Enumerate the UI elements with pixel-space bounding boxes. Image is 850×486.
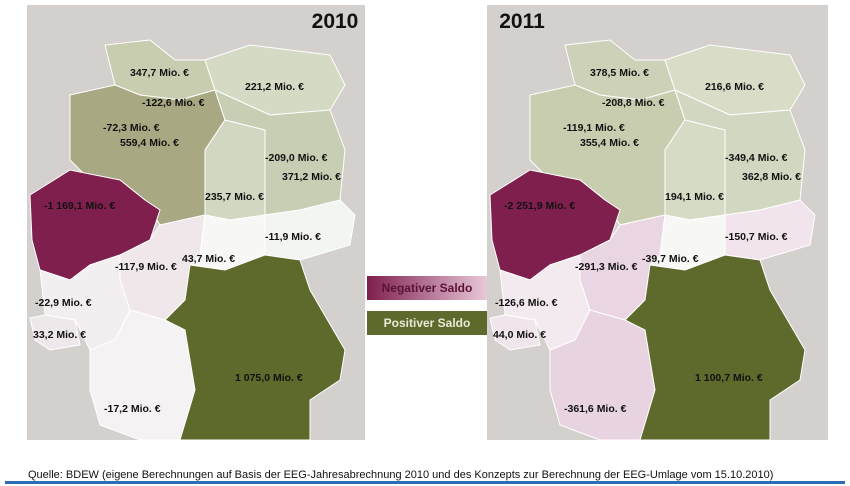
region-label: -2 251,9 Mio. € bbox=[504, 200, 575, 212]
region-label: 1 075,0 Mio. € bbox=[235, 372, 303, 384]
state-region bbox=[29, 314, 81, 351]
region-label: -349,4 Mio. € bbox=[725, 152, 788, 164]
region-label: 194,1 Mio. € bbox=[665, 191, 724, 203]
region-label: -361,6 Mio. € bbox=[564, 403, 627, 415]
region-label: 33,2 Mio. € bbox=[33, 329, 86, 341]
region-label: -72,3 Mio. € bbox=[103, 122, 160, 134]
region-label: 362,8 Mio. € bbox=[742, 171, 801, 183]
region-label: 216,6 Mio. € bbox=[705, 81, 764, 93]
region-label: -117,9 Mio. € bbox=[115, 261, 177, 273]
region-label: -208,8 Mio. € bbox=[602, 97, 665, 109]
state-region bbox=[164, 254, 346, 441]
legend-positive: Positiver Saldo bbox=[384, 316, 471, 330]
region-label: -122,6 Mio. € bbox=[142, 97, 205, 109]
region-label: 559,4 Mio. € bbox=[120, 137, 179, 149]
state-region bbox=[624, 254, 806, 441]
region-label: 378,5 Mio. € bbox=[590, 67, 649, 79]
region-label: 235,7 Mio. € bbox=[205, 191, 264, 203]
map-year: 2010 bbox=[312, 10, 359, 33]
region-label: 347,7 Mio. € bbox=[130, 67, 189, 79]
legend-negative-swatch bbox=[367, 276, 487, 300]
region-label: -119,1 Mio. € bbox=[563, 122, 625, 134]
footer-line bbox=[5, 481, 845, 484]
region-label: -291,3 Mio. € bbox=[575, 261, 638, 273]
source: Quelle: BDEW (eigene Berechnungen auf Ba… bbox=[28, 469, 773, 481]
maps: 2010 347,7 Mio. € 221,2 Mio. € -122,6 Mio. … bbox=[27, 5, 828, 441]
region-label: -150,7 Mio. € bbox=[725, 231, 788, 243]
region-label: 371,2 Mio. € bbox=[282, 171, 341, 183]
legend-negative: Negativer Saldo bbox=[382, 281, 473, 295]
region-label: 355,4 Mio. € bbox=[580, 137, 639, 149]
region-label: 43,7 Mio. € bbox=[182, 253, 235, 265]
region-label: 44,0 Mio. € bbox=[493, 329, 546, 341]
map-year: 2011 bbox=[499, 10, 545, 33]
region-label: -209,0 Mio. € bbox=[265, 152, 328, 164]
region-label: 1 100,7 Mio. € bbox=[695, 372, 763, 384]
region-label: -17,2 Mio. € bbox=[104, 403, 161, 415]
region-label: -11,9 Mio. € bbox=[265, 231, 321, 243]
region-label: 221,2 Mio. € bbox=[245, 81, 304, 93]
region-label: -39,7 Mio. € bbox=[642, 253, 699, 265]
region-label: -22,9 Mio. € bbox=[35, 297, 92, 309]
region-label: -126,6 Mio. € bbox=[495, 297, 558, 309]
state-region bbox=[489, 314, 541, 351]
region-label: -1 169,1 Mio. € bbox=[44, 200, 115, 212]
legend-positive-swatch bbox=[367, 311, 487, 335]
